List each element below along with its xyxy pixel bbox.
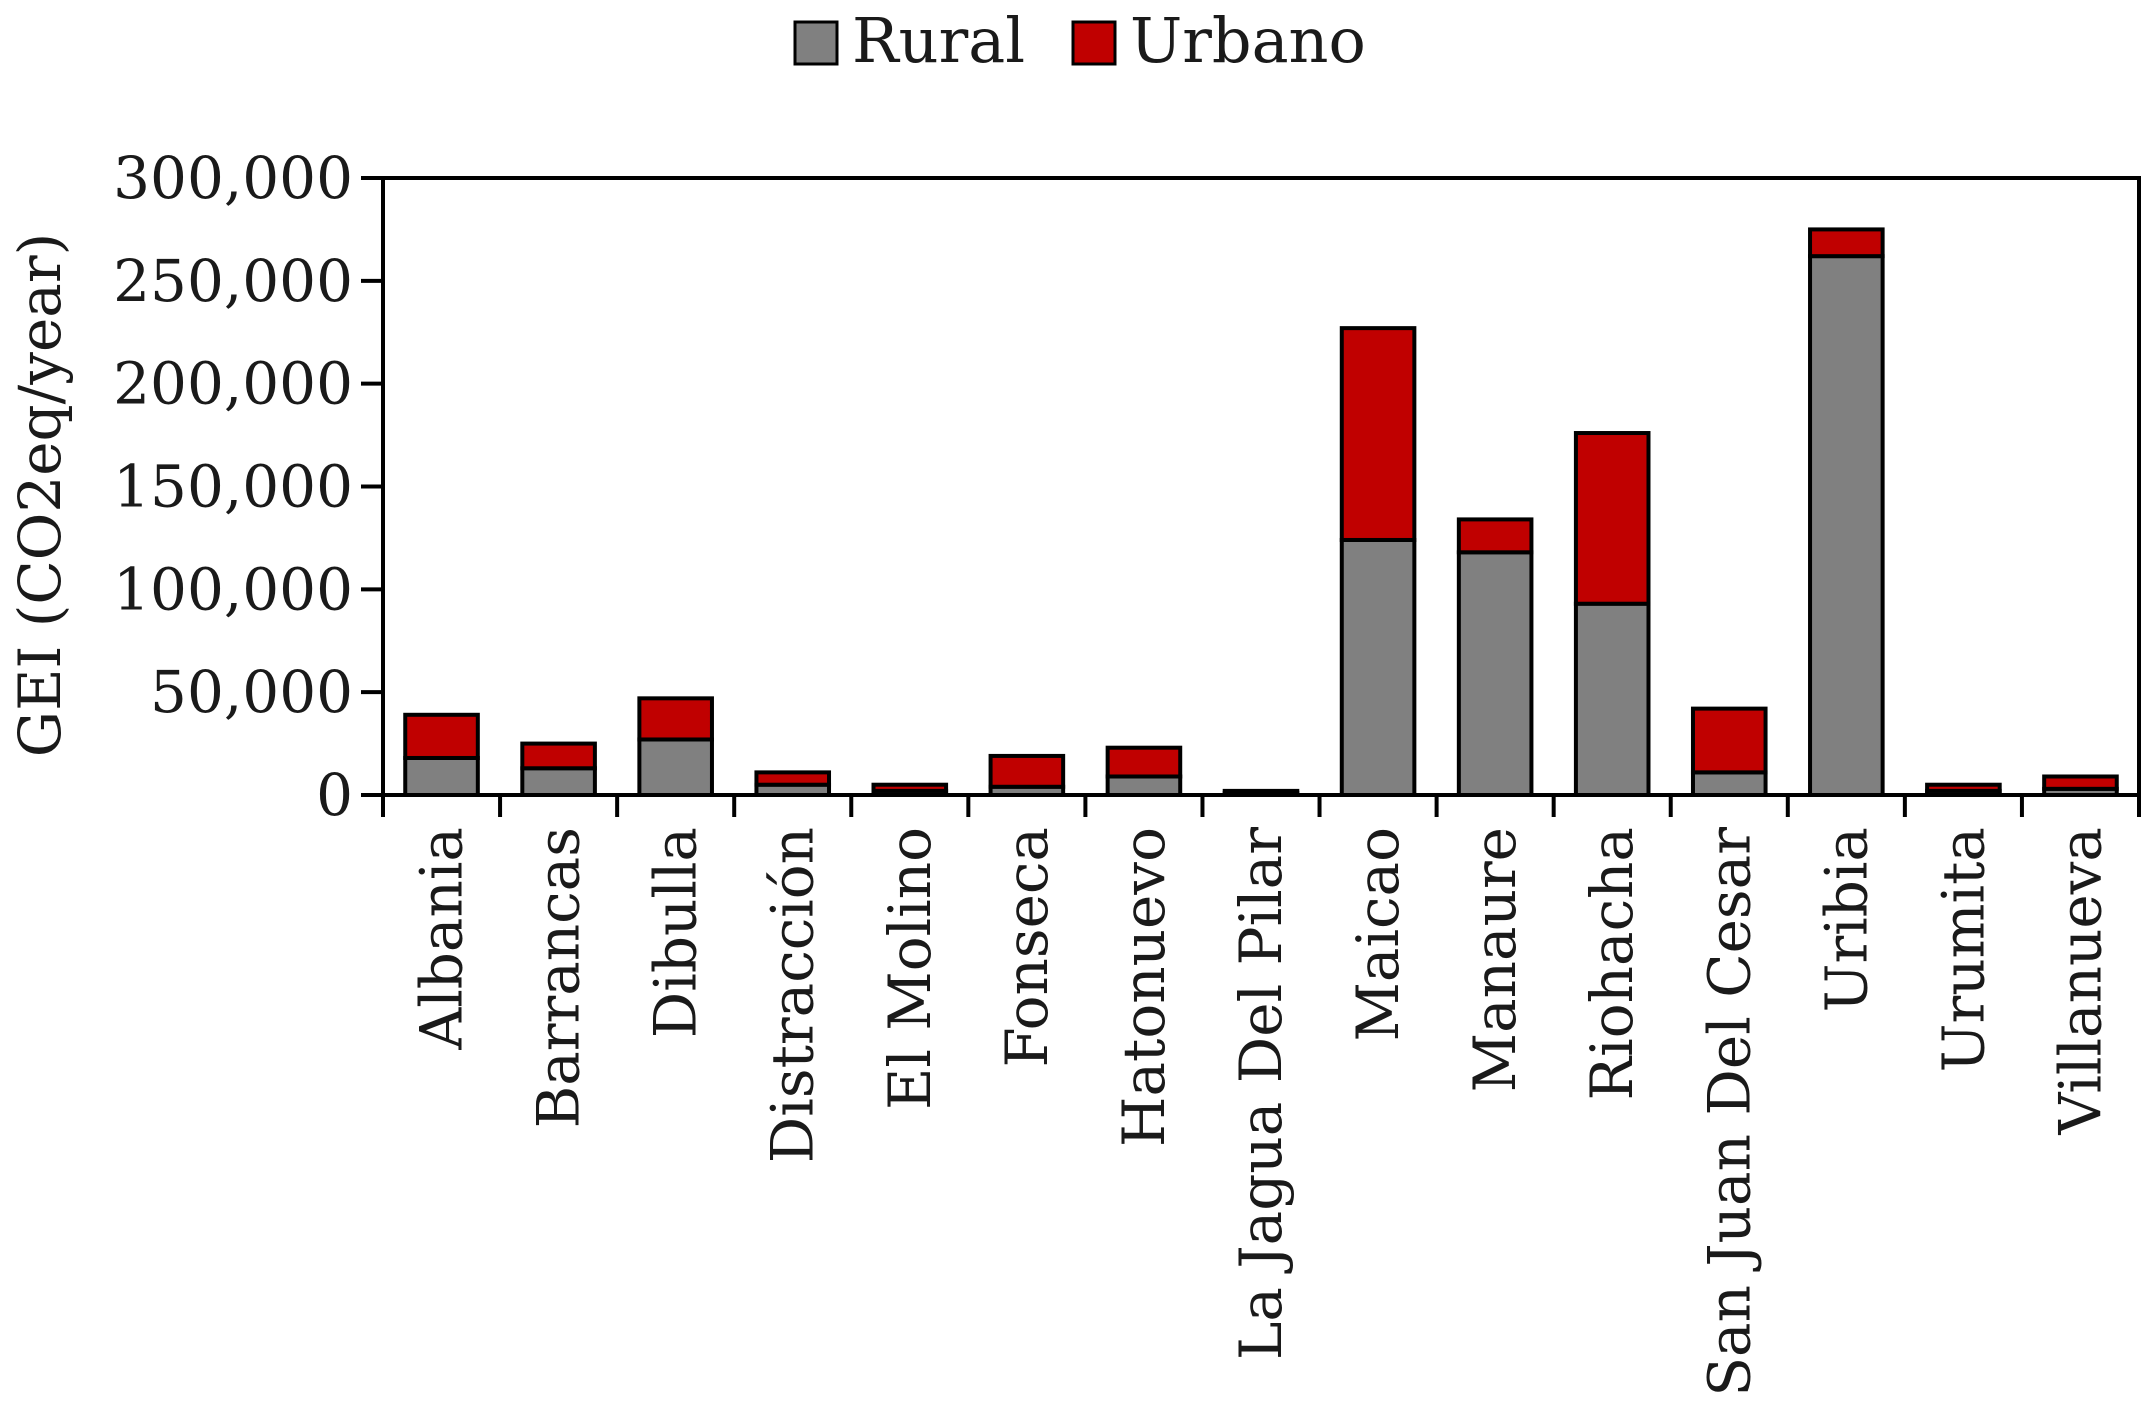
- legend-label-rural: Rural: [852, 4, 1025, 77]
- legend-item-rural: Rural: [793, 4, 1025, 77]
- category-label: Maicao: [1344, 827, 1412, 1042]
- bar-rural: [403, 755, 480, 797]
- legend-item-urbano: Urbano: [1071, 4, 1366, 77]
- bar-urbano: [2042, 774, 2119, 791]
- bar-urbano: [1925, 782, 2002, 793]
- category-label: La Jagua Del Pilar: [1227, 827, 1295, 1360]
- category-label: Fonseca: [993, 827, 1061, 1068]
- category-label: Distracción: [759, 827, 827, 1163]
- category-label: San Juan Del Cesar: [1695, 827, 1763, 1397]
- bar-urbano: [520, 741, 597, 771]
- bar-urbano: [871, 782, 949, 793]
- category-label: Manaure: [1461, 827, 1529, 1092]
- bar-rural: [1690, 770, 1768, 797]
- category-label: Uribia: [1812, 827, 1880, 1012]
- category-label: El Molino: [876, 827, 944, 1110]
- bar-urbano: [1222, 788, 1300, 795]
- y-tick-label: 100,000: [113, 555, 353, 623]
- legend: Rural Urbano: [793, 4, 1366, 77]
- legend-swatch-rural: [793, 20, 839, 66]
- bar-rural: [1456, 550, 1534, 798]
- legend-label-urbano: Urbano: [1130, 4, 1366, 77]
- y-tick-label: 150,000: [113, 453, 353, 521]
- category-label: Riohacha: [1578, 827, 1646, 1101]
- bar-urbano: [1808, 227, 1885, 259]
- category-label: Hatonuevo: [1110, 827, 1178, 1147]
- y-axis-title: GEI (CO2eq/year): [6, 233, 74, 758]
- bar-urbano: [1456, 517, 1534, 555]
- y-tick-label: 0: [316, 761, 353, 829]
- category-label: Albania: [408, 827, 476, 1051]
- y-tick-label: 50,000: [150, 658, 353, 726]
- category-label: Villanueva: [2046, 827, 2114, 1135]
- x-axis: Albania Barrancas Dibulla Distracción El Mol…: [381, 795, 2141, 1397]
- bar-urbano: [1339, 326, 1417, 542]
- category-label: Urumita: [1929, 827, 1997, 1072]
- bar-urbano: [1573, 431, 1651, 606]
- bar-urbano: [754, 770, 832, 787]
- bar-rural: [1808, 254, 1885, 797]
- bar-urbano: [1105, 745, 1183, 779]
- category-label: Barrancas: [525, 827, 593, 1128]
- category-label: Dibulla: [642, 827, 710, 1038]
- bar-rural: [1339, 537, 1417, 797]
- y-tick-label: 250,000: [113, 247, 353, 315]
- bar-rural: [637, 737, 714, 797]
- bar-urbano: [1690, 706, 1768, 775]
- legend-swatch-urbano: [1071, 20, 1117, 66]
- y-tick-label: 300,000: [113, 144, 353, 212]
- bar-rural: [1105, 774, 1183, 797]
- bar-urbano: [403, 712, 480, 760]
- y-axis: 0 50,000 100,000 150,000 200,000 250,000 300,0…: [113, 144, 383, 829]
- bar-rural: [520, 766, 597, 797]
- bar-urbano: [637, 696, 714, 742]
- bars: [403, 227, 2119, 798]
- bar-urbano: [988, 753, 1066, 789]
- y-tick-label: 200,000: [113, 350, 353, 418]
- bar-rural: [1573, 601, 1651, 797]
